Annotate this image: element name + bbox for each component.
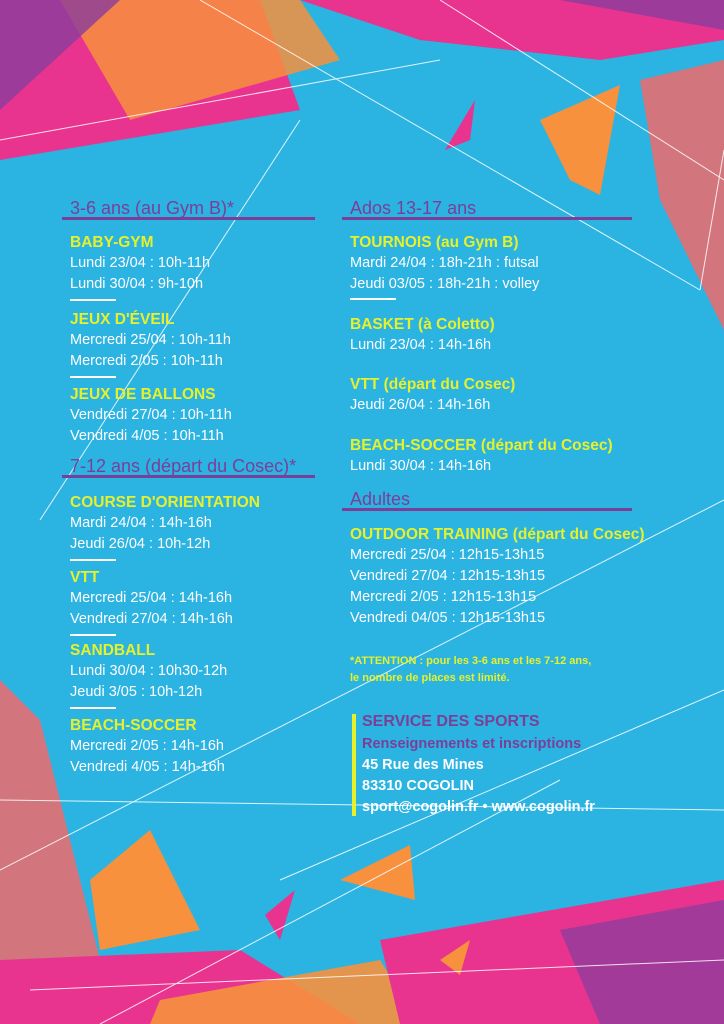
schedule-line: Lundi 30/04 : 10h30-12h: [70, 663, 228, 679]
accent-bar: [352, 714, 356, 816]
activity-title: BEACH-SOCCER: [70, 717, 197, 734]
right-edge-shape: [640, 60, 724, 330]
activity-title: BEACH-SOCCER (départ du Cosec): [350, 437, 613, 454]
schedule-line: Vendredi 27/04 : 10h-11h: [70, 407, 232, 423]
schedule-line: Mardi 24/04 : 18h-21h : futsal: [350, 255, 539, 271]
group-heading: Adultes: [350, 489, 411, 509]
group-heading: Ados 13-17 ans: [350, 198, 477, 218]
schedule-line: Mercredi 25/04 : 12h15-13h15: [350, 547, 545, 563]
heading-underline: [342, 217, 632, 220]
schedule-line: Mercredi 25/04 : 10h-11h: [70, 332, 231, 348]
activity-title: BASKET (à Coletto): [350, 316, 495, 333]
schedule-line: Lundi 23/04 : 14h-16h: [350, 337, 492, 353]
schedule-line: Mardi 24/04 : 14h-16h: [70, 515, 212, 531]
activity-title: JEUX D'ÉVEIL: [70, 311, 175, 328]
notice-line: *ATTENTION : pour les 3-6 ans et les 7-1…: [350, 655, 592, 667]
notice-line: le nombre de places est limité.: [350, 672, 510, 684]
schedule-line: Mercredi 2/05 : 12h15-13h15: [350, 589, 537, 605]
activity-title: COURSE D'ORIENTATION: [70, 494, 260, 511]
contact-city: 83310 COGOLIN: [362, 778, 475, 794]
kite-shape: [540, 85, 620, 195]
top-left-shape-2: [60, 0, 340, 120]
schedule-line: Jeudi 3/05 : 10h-12h: [70, 684, 203, 700]
schedule-line: Vendredi 4/05 : 10h-11h: [70, 428, 224, 444]
group-heading: 3-6 ans (au Gym B)*: [70, 198, 235, 218]
schedule-line: Lundi 23/04 : 10h-11h: [70, 255, 211, 271]
bottom-triangle: [340, 845, 415, 900]
bottom-left-kite: [90, 830, 200, 950]
separator: [70, 634, 116, 636]
heading-underline: [342, 508, 632, 511]
schedule-line: Lundi 30/04 : 9h-10h: [70, 276, 204, 292]
heading-underline: [62, 475, 315, 478]
small-triangle-3: [440, 940, 470, 975]
schedule-line: Mercredi 2/05 : 10h-11h: [70, 353, 223, 369]
schedule-line: Jeudi 03/05 : 18h-21h : volley: [350, 276, 540, 292]
schedule-line: Jeudi 26/04 : 14h-16h: [350, 397, 491, 413]
separator: [350, 298, 396, 300]
schedule-line: Vendredi 27/04 : 14h-16h: [70, 611, 233, 627]
contact-title: SERVICE DES SPORTS: [362, 713, 540, 730]
heading-underline: [62, 217, 315, 220]
bottom-right-corner: [560, 900, 724, 1024]
top-corner-shape: [0, 0, 120, 110]
activity-title: OUTDOOR TRAINING (départ du Cosec): [350, 526, 645, 543]
small-triangle: [445, 100, 475, 150]
schedule-line: Mercredi 25/04 : 14h-16h: [70, 590, 233, 606]
schedule-line: Vendredi 4/05 : 14h-16h: [70, 759, 225, 775]
schedule-line: Vendredi 04/05 : 12h15-13h15: [350, 610, 546, 626]
top-right-corner: [560, 0, 724, 30]
activity-title: TOURNOIS (au Gym B): [350, 234, 519, 251]
activity-title: VTT (départ du Cosec): [350, 376, 516, 393]
activity-title: BABY-GYM: [70, 234, 154, 251]
schedule-line: Jeudi 26/04 : 10h-12h: [70, 536, 211, 552]
activity-title: SANDBALL: [70, 642, 156, 659]
contact-email-web: sport@cogolin.fr • www.cogolin.fr: [362, 799, 595, 815]
separator: [70, 707, 116, 709]
schedule-line: Vendredi 27/04 : 12h15-13h15: [350, 568, 546, 584]
contact-address: 45 Rue des Mines: [362, 757, 484, 773]
activity-title: JEUX DE BALLONS: [70, 386, 216, 403]
schedule-line: Lundi 30/04 : 14h-16h: [350, 458, 492, 474]
activity-title: VTT: [70, 569, 100, 586]
small-triangle-2: [265, 890, 295, 940]
left-edge-shape: [0, 680, 100, 960]
separator: [70, 299, 116, 301]
schedule-line: Mercredi 2/05 : 14h-16h: [70, 738, 224, 754]
top-right-shape: [300, 0, 724, 60]
contact-subtitle: Renseignements et inscriptions: [362, 736, 582, 752]
separator: [70, 376, 116, 378]
separator: [70, 559, 116, 561]
group-heading: 7-12 ans (départ du Cosec)*: [70, 456, 297, 476]
